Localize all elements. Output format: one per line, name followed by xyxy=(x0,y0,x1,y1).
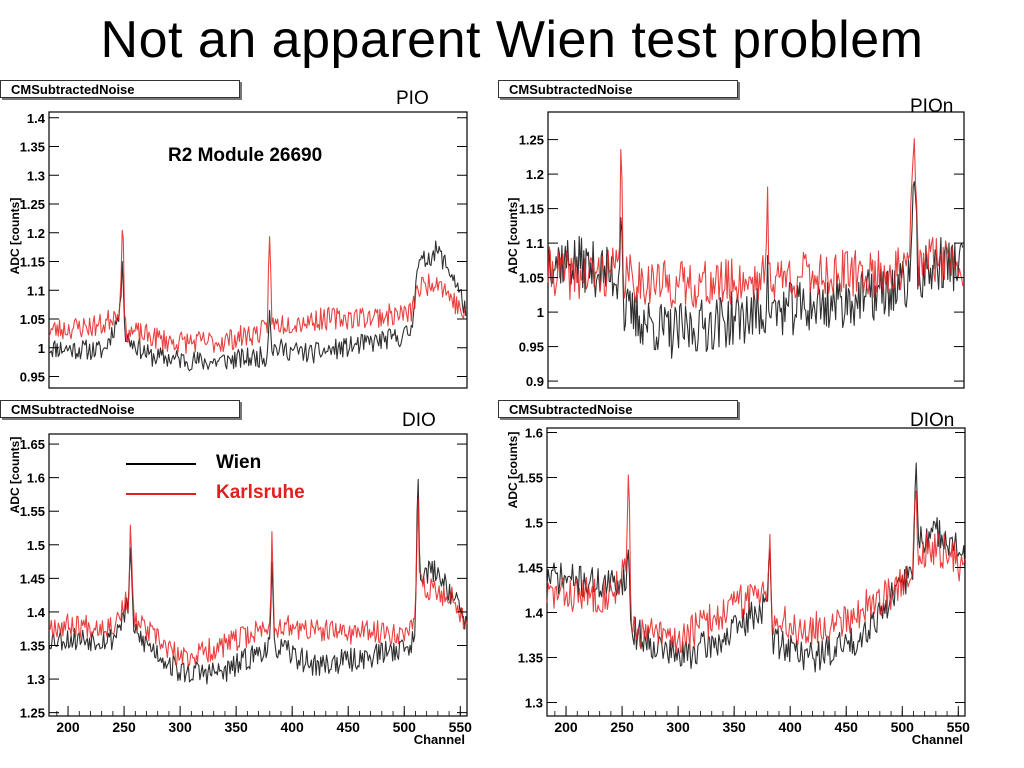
y-tick-label: 1.3 xyxy=(27,168,45,183)
y-tick-label: 0.95 xyxy=(519,340,544,355)
x-tick-label: 400 xyxy=(280,719,304,735)
y-tick-label: 0.95 xyxy=(20,370,45,385)
y-axis-title: ADC [counts] xyxy=(8,198,22,275)
legend-line-karlsruhe xyxy=(126,493,196,495)
chart-svg: 0.95 1 1.05 1.1 1.15 1.2 1.25 1.3 1.35 1.4 ADC [co… xyxy=(8,111,468,389)
y-tick-label: 1.45 xyxy=(20,571,45,586)
x-tick-label: 550 xyxy=(947,719,971,735)
x-tick-label: 450 xyxy=(337,719,361,735)
chart-panel-pion: 0.9 0.95 1 1.05 1.1 1.15 1.2 1.25 ADC [counts] C… xyxy=(498,76,1024,396)
y-tick-label: 1.5 xyxy=(525,516,543,531)
y-tick-label: 1.05 xyxy=(20,312,45,327)
panel-label-pion: PIOn xyxy=(910,96,954,117)
y-tick-label: 1.35 xyxy=(20,639,45,654)
y-axis-title: ADC [counts] xyxy=(8,437,22,514)
legend: Wien Karlsruhe xyxy=(120,450,360,510)
x-tick-label: 400 xyxy=(778,719,802,735)
y-tick-label: 1.15 xyxy=(519,202,544,217)
y-tick-label: 1.2 xyxy=(526,167,544,182)
series-line-wien xyxy=(546,462,966,673)
y-tick-label: 1.55 xyxy=(20,504,45,519)
y-tick-label: 1.15 xyxy=(20,255,45,270)
legend-line-wien xyxy=(126,463,196,465)
hist-title-tag: CMSubtractedNoise xyxy=(498,80,738,98)
plot-frame xyxy=(546,427,966,717)
chart-panel-dio: 1.25 1.3 1.35 1.4 1.45 1.5 1.55 1.6 1.65 200 250 30… xyxy=(0,398,496,750)
series-line-karlsruhe xyxy=(48,498,468,667)
hist-title-tag: CMSubtractedNoise xyxy=(0,80,240,98)
y-tick-label: 1.4 xyxy=(27,111,46,126)
y-tick-label: 0.9 xyxy=(526,374,544,389)
x-axis-title: Channel xyxy=(912,732,963,747)
chart-svg: 0.9 0.95 1 1.05 1.1 1.15 1.2 1.25 ADC [counts] xyxy=(506,111,965,389)
module-annotation: R2 Module 26690 xyxy=(168,145,323,166)
slide-title: Not an apparent Wien test problem xyxy=(100,11,924,69)
x-tick-label: 550 xyxy=(449,719,473,735)
plot-frame xyxy=(48,433,468,717)
series-line-wien xyxy=(48,240,467,372)
panel-label-pio: PIO xyxy=(396,88,429,109)
series-line-karlsruhe xyxy=(546,474,966,654)
x-tick-label: 300 xyxy=(666,719,690,735)
y-tick-label: 1.2 xyxy=(27,226,45,241)
hist-title-tag: CMSubtractedNoise xyxy=(498,400,738,418)
x-tick-label: 250 xyxy=(112,719,136,735)
y-tick-label: 1 xyxy=(38,341,45,356)
hist-title-tag: CMSubtractedNoise xyxy=(0,400,240,418)
y-tick-label: 1.35 xyxy=(20,140,45,155)
series-line-karlsruhe xyxy=(547,138,964,309)
panel-label-dio: DIO xyxy=(402,410,436,431)
y-tick-label: 1.4 xyxy=(27,605,46,620)
y-tick-label: 1.05 xyxy=(519,271,544,286)
x-tick-label: 200 xyxy=(56,719,80,735)
y-tick-label: 1.55 xyxy=(518,471,543,486)
legend-entry-karlsruhe: Karlsruhe xyxy=(120,482,360,506)
x-tick-label: 450 xyxy=(835,719,859,735)
y-tick-label: 1.25 xyxy=(519,133,544,148)
y-tick-label: 1.1 xyxy=(526,236,544,251)
y-tick-label: 1.1 xyxy=(27,283,45,298)
x-tick-label: 200 xyxy=(554,719,578,735)
x-tick-label: 250 xyxy=(610,719,634,735)
x-tick-label: 500 xyxy=(393,719,417,735)
y-tick-label: 1.25 xyxy=(20,706,45,721)
y-tick-label: 1.4 xyxy=(525,606,544,621)
series-line-wien xyxy=(48,478,468,685)
y-tick-label: 1.5 xyxy=(27,538,45,553)
y-tick-label: 1 xyxy=(537,305,544,320)
plot-frame xyxy=(48,111,468,389)
y-tick-label: 1.3 xyxy=(525,696,543,711)
x-tick-label: 500 xyxy=(891,719,915,735)
x-axis-title: Channel xyxy=(414,732,465,747)
y-tick-label: 1.6 xyxy=(525,426,543,441)
y-tick-label: 1.3 xyxy=(27,672,45,687)
chart-panel-pio: 0.95 1 1.05 1.1 1.15 1.2 1.25 1.3 1.35 1.4 ADC [co… xyxy=(0,76,496,396)
y-tick-label: 1.65 xyxy=(20,437,45,452)
legend-label-wien: Wien xyxy=(216,452,262,473)
chart-svg: 1.3 1.35 1.4 1.45 1.5 1.55 1.6 200 250 300 350 400 4… xyxy=(506,426,971,748)
plot-frame xyxy=(547,111,965,389)
y-axis-title: ADC [counts] xyxy=(506,432,520,509)
series-line-karlsruhe xyxy=(48,229,467,355)
y-tick-label: 1.35 xyxy=(518,651,543,666)
y-tick-label: 1.45 xyxy=(518,561,543,576)
legend-entry-wien: Wien xyxy=(120,452,360,476)
y-tick-label: 1.6 xyxy=(27,471,45,486)
x-tick-label: 350 xyxy=(722,719,746,735)
chart-svg: 1.25 1.3 1.35 1.4 1.45 1.5 1.55 1.6 1.65 200 250 30… xyxy=(8,433,473,747)
y-axis-title: ADC [counts] xyxy=(506,198,520,275)
x-tick-label: 350 xyxy=(224,719,248,735)
x-tick-label: 300 xyxy=(168,719,192,735)
series-line-wien xyxy=(547,181,964,359)
legend-label-karlsruhe: Karlsruhe xyxy=(216,482,305,503)
chart-panel-dion: 1.3 1.35 1.4 1.45 1.5 1.55 1.6 200 250 300 350 400 4… xyxy=(498,398,1024,750)
y-tick-label: 1.25 xyxy=(20,197,45,212)
panel-label-dion: DIOn xyxy=(910,410,955,431)
